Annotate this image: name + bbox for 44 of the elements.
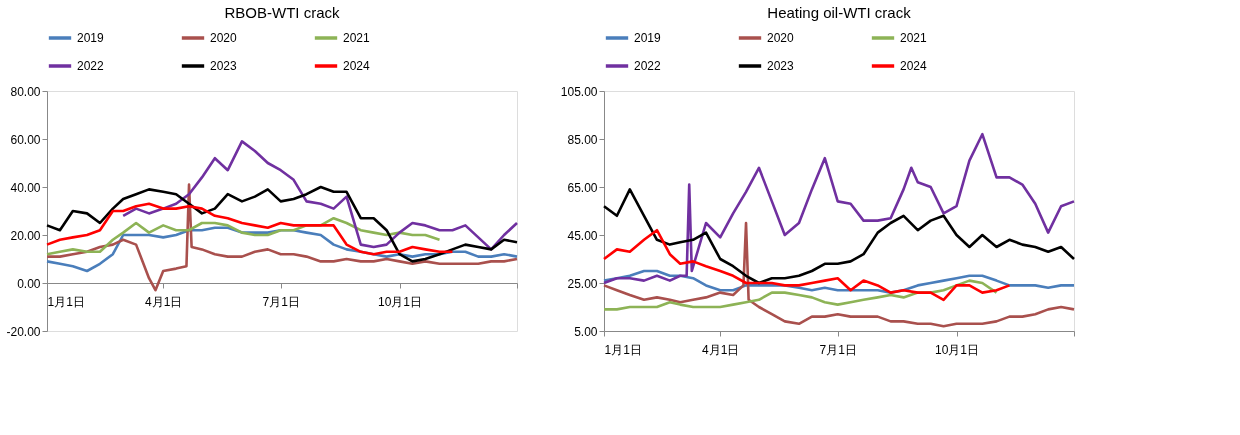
- x-tick-label: 10月1日: [377, 294, 423, 309]
- legend-label: 2019: [634, 31, 662, 45]
- line-series: [602, 221, 1076, 328]
- line-series: [602, 279, 998, 311]
- y-tick-label: 65.00: [567, 180, 598, 195]
- legend-label: 2022: [634, 59, 662, 73]
- y-tick-label: 80.00: [10, 84, 41, 99]
- y-tick-label: 45.00: [567, 228, 598, 243]
- y-tick-label: 105.00: [560, 84, 598, 99]
- legend-label: 2021: [343, 31, 371, 45]
- legend-label: 2023: [210, 59, 238, 73]
- y-tick-label: -20.00: [6, 324, 41, 339]
- legend-label: 2024: [343, 59, 371, 73]
- legend-label: 2019: [77, 31, 105, 45]
- line-series: [45, 185, 519, 263]
- y-tick-label: 20.00: [10, 228, 41, 243]
- x-tick-label: 7月1日: [819, 342, 857, 357]
- y-tick-label: 60.00: [10, 132, 41, 147]
- legend-label: 2022: [77, 59, 105, 73]
- legend-label: 2023: [767, 59, 795, 73]
- y-tick-label: 40.00: [10, 180, 41, 195]
- line-series: [45, 183, 519, 292]
- line-series: [602, 228, 1011, 302]
- line-series: [602, 132, 1076, 285]
- x-tick-label: 4月1日: [145, 294, 183, 309]
- line-series: [45, 216, 441, 256]
- legend-label: 2020: [210, 31, 238, 45]
- legend-label: 2020: [767, 31, 795, 45]
- legend-label: 2021: [900, 31, 928, 45]
- x-tick-label: 1月1日: [604, 342, 642, 357]
- y-tick-label: 0.00: [17, 276, 41, 291]
- x-tick-label: 10月1日: [934, 342, 980, 357]
- chart-title: Heating oil-WTI crack: [767, 4, 912, 21]
- line-series: [121, 140, 519, 251]
- x-tick-label: 1月1日: [47, 294, 85, 309]
- y-tick-label: 25.00: [567, 276, 598, 291]
- line-series: [45, 202, 454, 256]
- y-tick-label: 5.00: [574, 324, 598, 339]
- chart-title: RBOB-WTI crack: [224, 4, 340, 21]
- x-tick-label: 7月1日: [262, 294, 300, 309]
- legend-label: 2024: [900, 59, 928, 73]
- y-tick-label: 85.00: [567, 132, 598, 147]
- x-tick-label: 4月1日: [702, 342, 740, 357]
- line-series: [602, 188, 1076, 285]
